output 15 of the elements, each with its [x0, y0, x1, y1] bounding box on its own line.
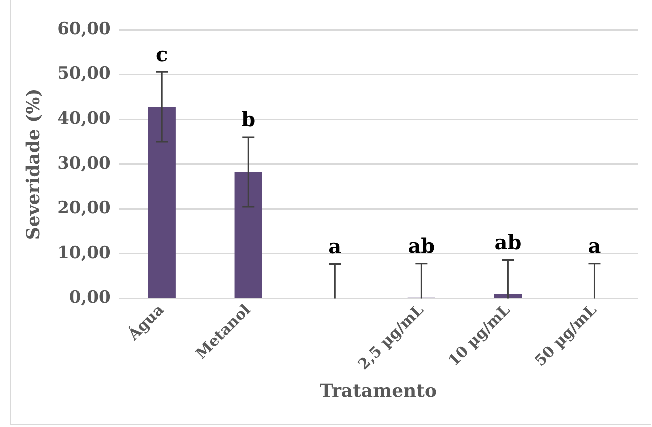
- data-label: a: [328, 234, 342, 258]
- y-tick-label: 10,00: [58, 243, 112, 264]
- y-tick-label: 60,00: [58, 19, 112, 40]
- data-label: b: [242, 108, 256, 132]
- data-label: ab: [494, 230, 522, 254]
- y-tick-label: 30,00: [58, 154, 112, 174]
- y-tick-label: 40,00: [58, 109, 112, 130]
- y-tick-label: 0,00: [69, 288, 111, 308]
- data-label: ab: [408, 234, 436, 258]
- y-tick-label: 20,00: [58, 198, 112, 219]
- x-axis-title: Tratamento: [320, 380, 437, 402]
- data-label: c: [156, 42, 168, 66]
- y-tick-label: 50,00: [58, 64, 112, 84]
- data-label: a: [588, 234, 602, 258]
- y-axis-title: Severidade (%): [23, 88, 44, 240]
